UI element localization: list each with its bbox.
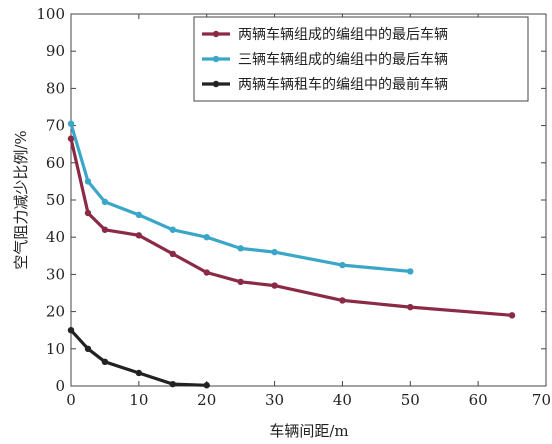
data-point bbox=[339, 261, 346, 269]
legend-item: 两辆车辆租车的编组中的最前车辆 bbox=[202, 76, 448, 93]
data-point bbox=[407, 268, 414, 275]
x-tick-label: 20 bbox=[197, 391, 216, 409]
data-point bbox=[169, 380, 176, 388]
legend-item: 三辆车辆组成的编组中的最后车辆 bbox=[202, 51, 448, 68]
data-point bbox=[67, 135, 75, 142]
series-1 bbox=[67, 135, 516, 319]
data-point bbox=[135, 369, 143, 377]
data-point bbox=[271, 282, 278, 289]
data-point bbox=[169, 250, 176, 258]
y-tick-label: 60 bbox=[46, 154, 65, 172]
data-point bbox=[135, 232, 143, 239]
y-tick-label: 40 bbox=[46, 228, 65, 246]
y-tick-label: 0 bbox=[55, 377, 65, 395]
data-point bbox=[101, 358, 109, 366]
series-2 bbox=[67, 120, 414, 275]
legend-swatch-marker bbox=[212, 80, 220, 88]
data-point bbox=[135, 211, 143, 219]
y-tick-label: 50 bbox=[46, 191, 65, 209]
y-tick-label: 30 bbox=[46, 265, 65, 283]
data-point bbox=[237, 278, 244, 286]
legend-label: 两辆车辆租车的编组中的最前车辆 bbox=[238, 76, 448, 93]
data-point bbox=[84, 345, 92, 352]
data-point bbox=[101, 226, 109, 233]
y-tick-label: 70 bbox=[46, 117, 65, 135]
series-line bbox=[69, 122, 412, 273]
legend: 两辆车辆组成的编组中的最后车辆三辆车辆组成的编组中的最后车辆两辆车辆租车的编组中… bbox=[193, 16, 529, 102]
data-point bbox=[67, 327, 75, 334]
series-line bbox=[69, 137, 514, 317]
x-tick-label: 50 bbox=[401, 391, 420, 409]
x-tick-label: 70 bbox=[532, 391, 551, 409]
y-tick-label: 90 bbox=[46, 42, 65, 60]
y-axis-label: 空气阻力减少比例/% bbox=[12, 130, 30, 269]
data-point bbox=[407, 303, 414, 311]
y-tick-label: 80 bbox=[46, 79, 65, 97]
x-axis-ticks: 0 10 20 30 40 50 60 70 bbox=[66, 14, 551, 409]
legend-swatch-marker bbox=[212, 30, 220, 38]
y-tick-label: 100 bbox=[36, 5, 65, 23]
series-layer bbox=[67, 120, 516, 389]
y-tick-label: 20 bbox=[46, 303, 65, 321]
data-point bbox=[84, 209, 92, 217]
series-line bbox=[69, 328, 209, 387]
x-tick-label: 30 bbox=[265, 391, 284, 409]
x-tick-label: 40 bbox=[333, 391, 352, 409]
data-point bbox=[169, 226, 176, 233]
data-point bbox=[271, 248, 278, 256]
x-tick-label: 0 bbox=[66, 391, 76, 409]
data-point bbox=[203, 382, 210, 389]
legend-label: 两辆车辆组成的编组中的最后车辆 bbox=[238, 26, 448, 43]
data-point bbox=[237, 245, 244, 252]
series-3 bbox=[67, 327, 210, 389]
data-point bbox=[67, 120, 75, 127]
x-axis-label: 车辆间距/m bbox=[269, 422, 348, 440]
y-axis-ticks: 0 10 20 30 40 50 60 70 80 90 100 bbox=[36, 5, 546, 395]
y-tick-label: 10 bbox=[46, 340, 65, 358]
data-point bbox=[203, 269, 210, 276]
data-point bbox=[508, 312, 516, 319]
data-point bbox=[203, 234, 210, 241]
legend-label: 三辆车辆组成的编组中的最后车辆 bbox=[238, 51, 448, 68]
x-tick-label: 60 bbox=[469, 391, 488, 409]
data-point bbox=[339, 297, 346, 304]
legend-item: 两辆车辆组成的编组中的最后车辆 bbox=[202, 26, 448, 43]
legend-box bbox=[193, 16, 529, 102]
legend-swatch-marker bbox=[212, 55, 220, 63]
data-point bbox=[101, 198, 109, 206]
x-tick-label: 10 bbox=[129, 391, 148, 409]
data-point bbox=[84, 178, 92, 185]
